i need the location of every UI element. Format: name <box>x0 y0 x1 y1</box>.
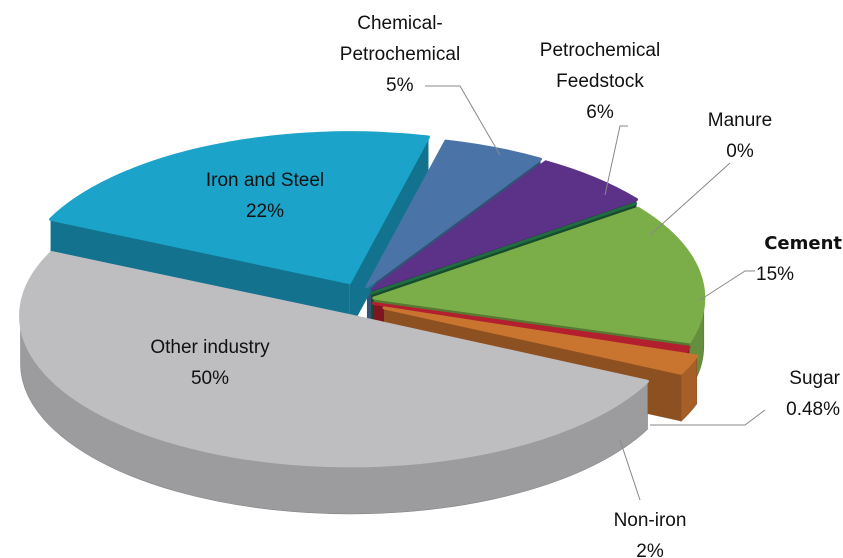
value-label: 50% <box>190 368 230 389</box>
slice-label: Non-iron 2% <box>570 505 730 558</box>
category-label: Sugar <box>789 368 840 389</box>
value-label: 15% <box>756 264 795 285</box>
slice <box>382 306 699 375</box>
value-label: 5% <box>386 75 414 96</box>
slice-label: Iron and Steel 22% <box>185 165 345 227</box>
leader-line <box>604 125 628 196</box>
leader-line <box>619 439 641 501</box>
leader-line <box>425 85 501 156</box>
category-label: Non-iron <box>613 510 687 531</box>
value-label: 0.48% <box>786 399 840 420</box>
leader-line <box>649 162 731 236</box>
value-label: 6% <box>586 102 614 123</box>
tops <box>19 131 706 468</box>
slice <box>49 131 430 285</box>
slice <box>372 206 706 344</box>
slice <box>365 139 543 289</box>
slice <box>371 301 691 354</box>
category-label: Manure <box>707 110 773 131</box>
slice-label: Chemical-Petrochemical 5% <box>320 8 480 101</box>
leader-line <box>699 270 755 301</box>
category-label: Other industry <box>150 337 270 358</box>
category-label: Cement <box>764 233 842 254</box>
value-label: 2% <box>636 541 664 558</box>
slice-label: Manure 0% <box>690 105 790 167</box>
slice <box>370 160 639 291</box>
slice-label: Petrochemical Feedstock 6% <box>520 35 680 128</box>
slice-label: Cement 15% <box>730 228 842 290</box>
slice <box>19 251 650 468</box>
category-label: Iron and Steel <box>205 170 325 191</box>
leader-line <box>650 409 766 426</box>
slice <box>369 202 638 295</box>
value-label: 0% <box>726 141 754 162</box>
category-label: Chemical-Petrochemical <box>339 13 461 65</box>
slice-label: Other industry 50% <box>130 332 290 394</box>
value-label: 22% <box>245 201 285 222</box>
slice-label: Sugar 0.48% <box>740 363 840 425</box>
category-label: Petrochemical Feedstock <box>539 40 661 92</box>
